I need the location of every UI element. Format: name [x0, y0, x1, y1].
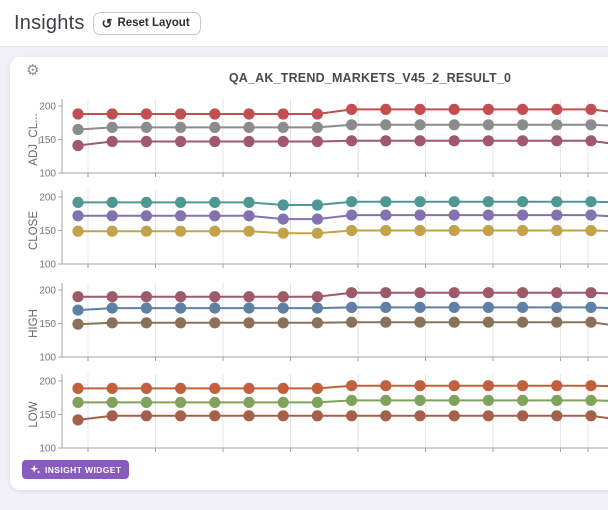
svg-text:150: 150: [39, 319, 56, 330]
svg-text:200: 200: [39, 193, 56, 204]
svg-text:200: 200: [39, 377, 56, 388]
svg-text:100: 100: [39, 444, 56, 455]
trend-chart: 200150100ADJ_CL...200150100CLOSE20015010…: [28, 99, 608, 455]
svg-text:200: 200: [39, 286, 56, 297]
reset-layout-button[interactable]: ↺ Reset Layout: [92, 11, 201, 35]
insight-widget-label: INSIGHT WIDGET: [45, 464, 122, 475]
svg-text:150: 150: [39, 226, 56, 237]
subplot-ylabel: LOW: [28, 401, 40, 427]
svg-text:150: 150: [39, 410, 56, 421]
reset-layout-label: Reset Layout: [117, 17, 190, 29]
chart-title: QA_AK_TREND_MARKETS_V45_2_RESULT_0: [228, 71, 512, 85]
svg-text:100: 100: [39, 169, 56, 180]
sparkle-icon: [30, 464, 41, 474]
insight-widget-card[interactable]: ⚙ QA_AK_TREND_MARKETS_V45_2_RESULT_0 200…: [10, 57, 608, 490]
svg-text:200: 200: [39, 102, 56, 113]
subplot-ylabel: CLOSE: [28, 211, 40, 250]
gear-icon[interactable]: ⚙: [26, 62, 40, 79]
reset-icon: ↺: [101, 15, 113, 31]
svg-text:100: 100: [39, 353, 56, 364]
svg-text:100: 100: [39, 260, 56, 271]
subplot-ylabel: HIGH: [28, 309, 40, 338]
page-header: Insights ↺ Reset Layout: [0, 0, 608, 47]
insight-widget-badge[interactable]: INSIGHT WIDGET: [22, 460, 130, 479]
page-title: Insights: [14, 11, 85, 34]
svg-text:150: 150: [39, 135, 56, 146]
subplot-ylabel: ADJ_CL...: [28, 113, 40, 165]
